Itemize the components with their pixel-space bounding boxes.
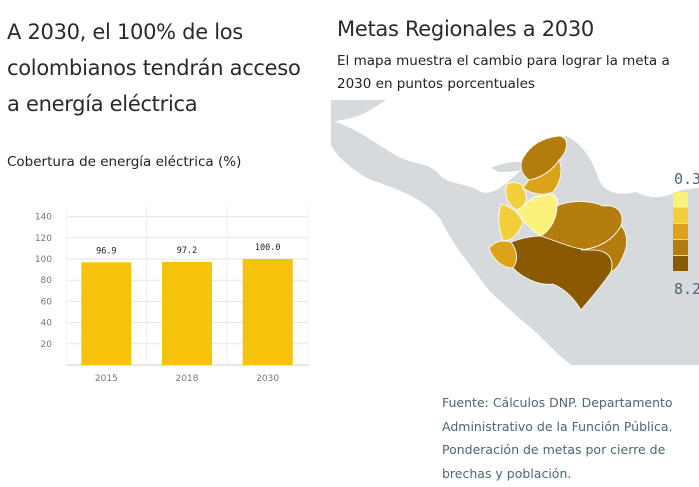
neighbor-landmass-north <box>331 100 386 122</box>
colombia-regional-map <box>331 100 699 365</box>
headline: A 2030, el 100% de los colombianos tendr… <box>7 20 301 116</box>
chart-caption: Cobertura de energía eléctrica (%) <box>7 154 242 170</box>
legend-swatch-2 <box>673 208 688 223</box>
map-title: Metas Regionales a 2030 <box>337 17 594 41</box>
bar-2015 <box>81 262 132 365</box>
map-legend <box>673 192 688 271</box>
legend-swatch-3 <box>673 224 688 239</box>
source-note: Fuente: Cálculos DNP. Departamento Admin… <box>442 395 673 481</box>
data-label-2030: 100.0 <box>255 243 281 253</box>
y-tick-label: 80 <box>41 276 53 286</box>
region-southeast <box>580 225 627 273</box>
y-tick-label: 40 <box>41 319 53 329</box>
bar-2018 <box>161 261 213 365</box>
x-tick-label: 2030 <box>256 374 279 384</box>
region-west-coast <box>498 203 524 241</box>
y-tick-label: 140 <box>35 213 52 223</box>
legend-swatch-4 <box>673 240 688 255</box>
y-tick-label: 120 <box>35 234 52 244</box>
data-label-2018: 97.2 <box>177 246 197 256</box>
region-northwest-light <box>505 181 527 211</box>
legend-min-label: 0.3 <box>674 170 699 188</box>
x-tick-label: 2018 <box>176 374 199 384</box>
region-north-mid <box>522 159 562 195</box>
x-tick-label: 2015 <box>95 374 118 384</box>
map-subtitle: El mapa muestra el cambio para lograr la… <box>337 53 670 92</box>
data-label-2015: 96.9 <box>96 246 116 256</box>
legend-swatch-1 <box>673 192 688 207</box>
legend-max-label: 8.2 <box>674 280 699 298</box>
bar-2030 <box>242 259 293 365</box>
y-tick-label: 100 <box>35 255 52 265</box>
y-tick-label: 20 <box>41 340 53 350</box>
y-tick-label: 60 <box>41 297 53 307</box>
legend-swatch-5 <box>673 256 688 271</box>
coverage-bar-chart: 20 40 60 80 100 120 140 96.9 2015 97.2 2018 100.0 20… <box>35 206 309 384</box>
